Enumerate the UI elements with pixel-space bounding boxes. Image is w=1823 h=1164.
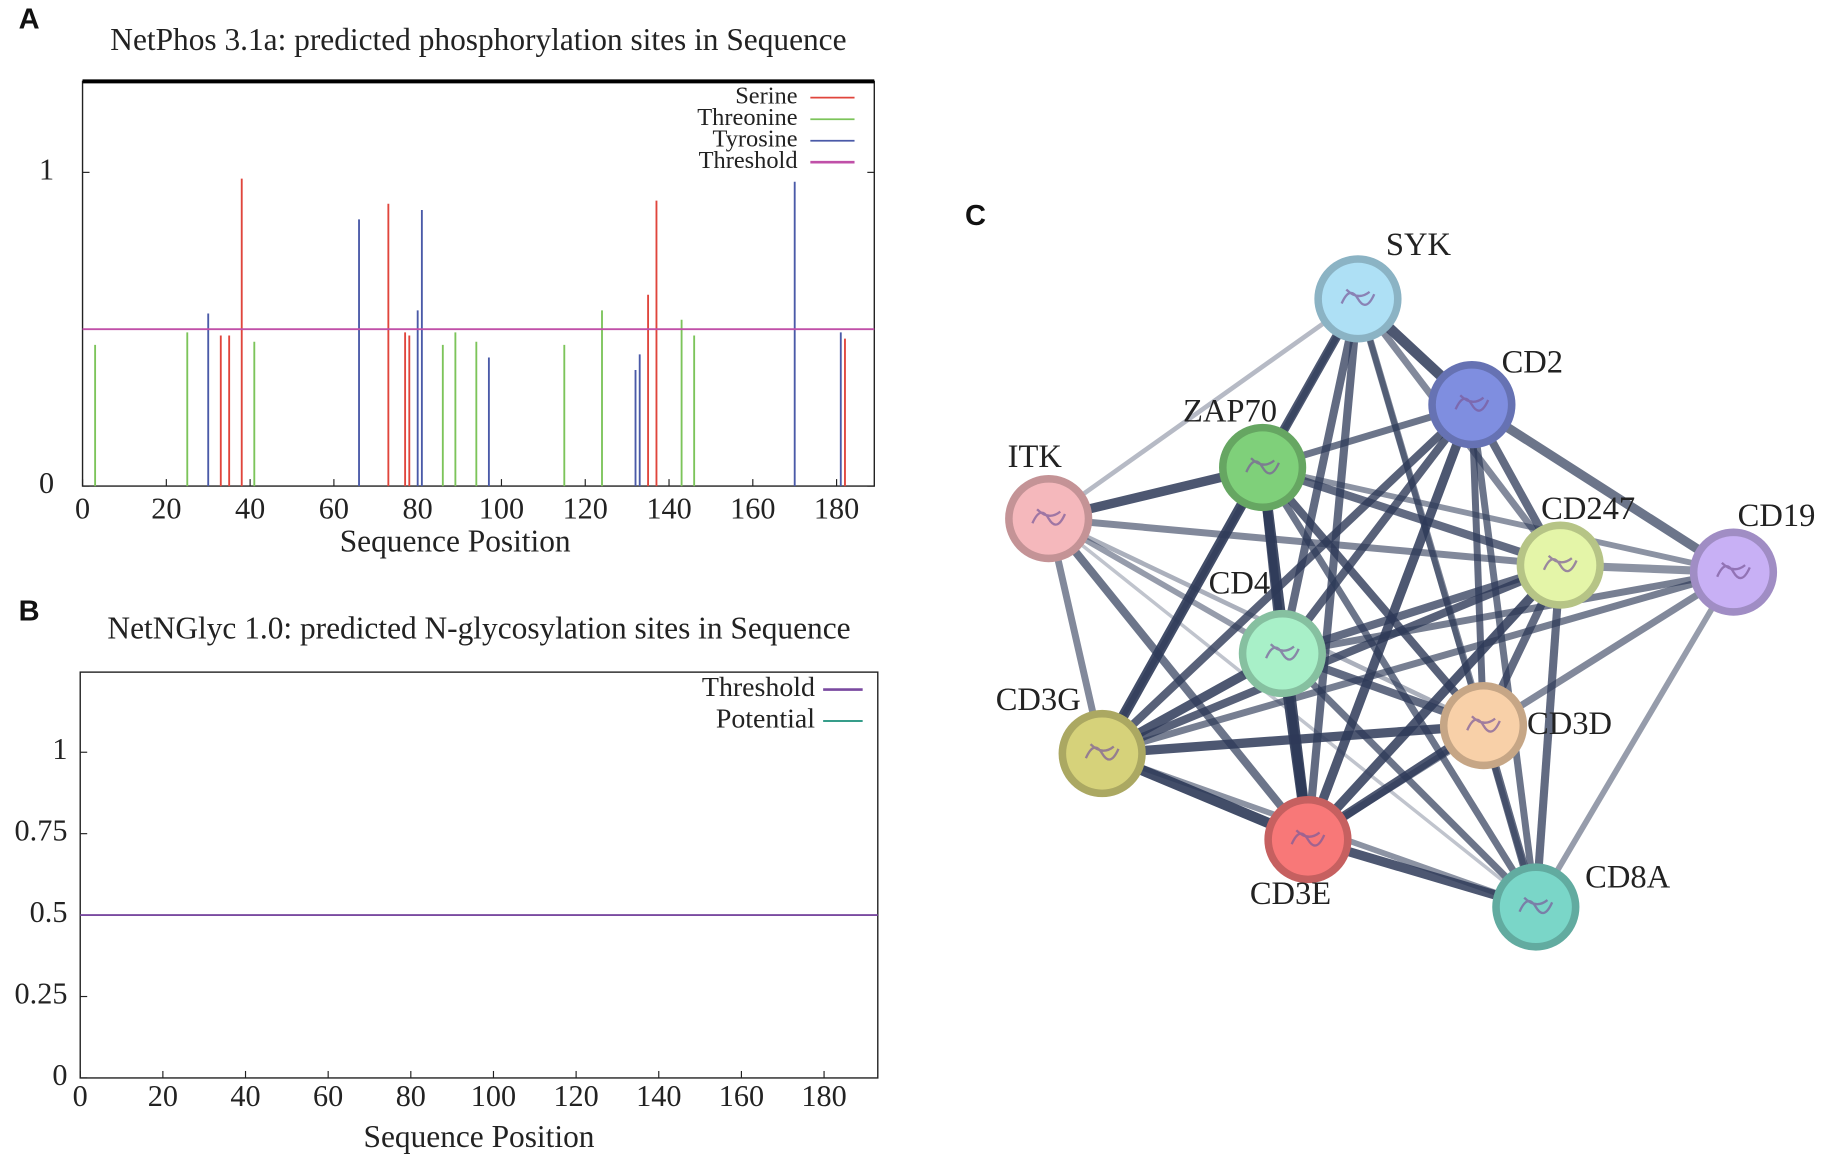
x-tick-label: 20 xyxy=(148,1079,178,1113)
x-tick-label: 60 xyxy=(319,492,349,526)
protein-structure xyxy=(1031,508,1067,526)
x-tick-label: 0 xyxy=(75,492,90,526)
protein-structure xyxy=(1340,288,1376,306)
y-tick-label: 0 xyxy=(52,1058,67,1092)
protein-structure xyxy=(1084,743,1120,761)
x-tick-label: 180 xyxy=(814,492,859,526)
x-tick-label: 140 xyxy=(636,1079,681,1113)
x-tick-label: 140 xyxy=(646,492,691,526)
node-label: SYK xyxy=(1386,227,1452,263)
x-axis-label: Sequence Position xyxy=(364,1119,595,1154)
network-edge xyxy=(1101,720,1484,759)
panel-label: B xyxy=(19,595,40,627)
node-label: CD4 xyxy=(1209,566,1270,602)
network-edge xyxy=(1047,296,1360,521)
network-edge xyxy=(1278,298,1362,655)
node-label: ZAP70 xyxy=(1183,393,1277,429)
node-label: CD2 xyxy=(1502,345,1563,381)
node-label: CD3D xyxy=(1527,706,1612,742)
y-tick-label: 1 xyxy=(52,732,67,766)
node-label: CD3G xyxy=(996,682,1081,718)
x-tick-label: 40 xyxy=(230,1079,260,1113)
chart-title: NetNGlyc 1.0: predicted N-glycosylation … xyxy=(107,611,850,646)
x-tick-label: 80 xyxy=(403,492,433,526)
x-tick-label: 120 xyxy=(553,1079,598,1113)
node-label: CD19 xyxy=(1738,498,1816,534)
legend-label: Threshold xyxy=(702,672,815,703)
x-tick-label: 100 xyxy=(471,1079,516,1113)
protein-structure xyxy=(1454,394,1490,412)
y-tick-label: 1 xyxy=(39,152,54,186)
x-tick-label: 100 xyxy=(479,492,524,526)
y-tick-label: 0 xyxy=(39,466,54,500)
panel-label: C xyxy=(965,200,986,232)
protein-structure xyxy=(1518,896,1554,915)
x-tick-label: 60 xyxy=(313,1079,343,1113)
x-tick-label: 20 xyxy=(151,492,181,526)
network-edge xyxy=(1469,400,1736,577)
network-edge xyxy=(1468,404,1487,726)
node-label: CD8A xyxy=(1585,860,1670,896)
node-label: CD3E xyxy=(1250,876,1331,912)
chart-title: NetPhos 3.1a: predicted phosphorylation … xyxy=(110,22,846,57)
node-label: CD247 xyxy=(1541,491,1635,527)
network-edge xyxy=(1261,464,1735,575)
y-tick-label: 0.75 xyxy=(15,814,68,848)
protein-structure xyxy=(1245,457,1280,475)
y-tick-label: 0.25 xyxy=(15,976,68,1010)
x-tick-label: 80 xyxy=(396,1079,426,1113)
plot-frame xyxy=(79,671,879,1079)
network-edge xyxy=(1533,570,1736,909)
network-edge xyxy=(1468,404,1540,908)
network-edge xyxy=(1101,568,1735,757)
network-edge xyxy=(1097,464,1268,757)
legend-label: Threonine xyxy=(697,104,797,131)
x-tick-label: 180 xyxy=(801,1079,846,1113)
node-label: ITK xyxy=(1008,439,1063,475)
network-edge xyxy=(1047,516,1284,657)
network-edge xyxy=(1279,651,1539,910)
network-edge xyxy=(1281,568,1735,657)
protein-structure xyxy=(1290,829,1326,847)
x-tick-label: 120 xyxy=(563,492,608,526)
network-edge xyxy=(1045,516,1312,843)
protein-structure xyxy=(1466,715,1501,733)
network-edge xyxy=(1279,402,1476,656)
legend-label: Potential xyxy=(716,703,815,734)
x-axis-label: Sequence Position xyxy=(340,523,571,558)
network-edge xyxy=(1303,298,1363,840)
protein-structure xyxy=(1716,561,1751,580)
network-edge xyxy=(1099,401,1475,757)
network-edge xyxy=(1100,561,1562,758)
legend-label: Threshold xyxy=(699,147,798,174)
legend-label: Serine xyxy=(735,82,797,109)
x-tick-label: 0 xyxy=(73,1079,88,1113)
legend-label: Tyrosine xyxy=(713,125,798,152)
x-tick-label: 160 xyxy=(730,492,775,526)
network-edge xyxy=(1048,515,1561,569)
protein-structure xyxy=(1542,554,1578,573)
x-tick-label: 160 xyxy=(719,1079,764,1113)
network-edge xyxy=(1261,463,1562,570)
x-tick-label: 40 xyxy=(235,492,265,526)
panel-label: A xyxy=(19,4,40,36)
y-tick-label: 0.5 xyxy=(30,895,68,929)
protein-structure xyxy=(1265,643,1300,661)
network-nodes: SYK CD2 ZAP70 ITK CD247 CD19 CD4 CD3G CD3D CD3E CD… xyxy=(996,227,1816,951)
network-edges xyxy=(1045,295,1736,912)
